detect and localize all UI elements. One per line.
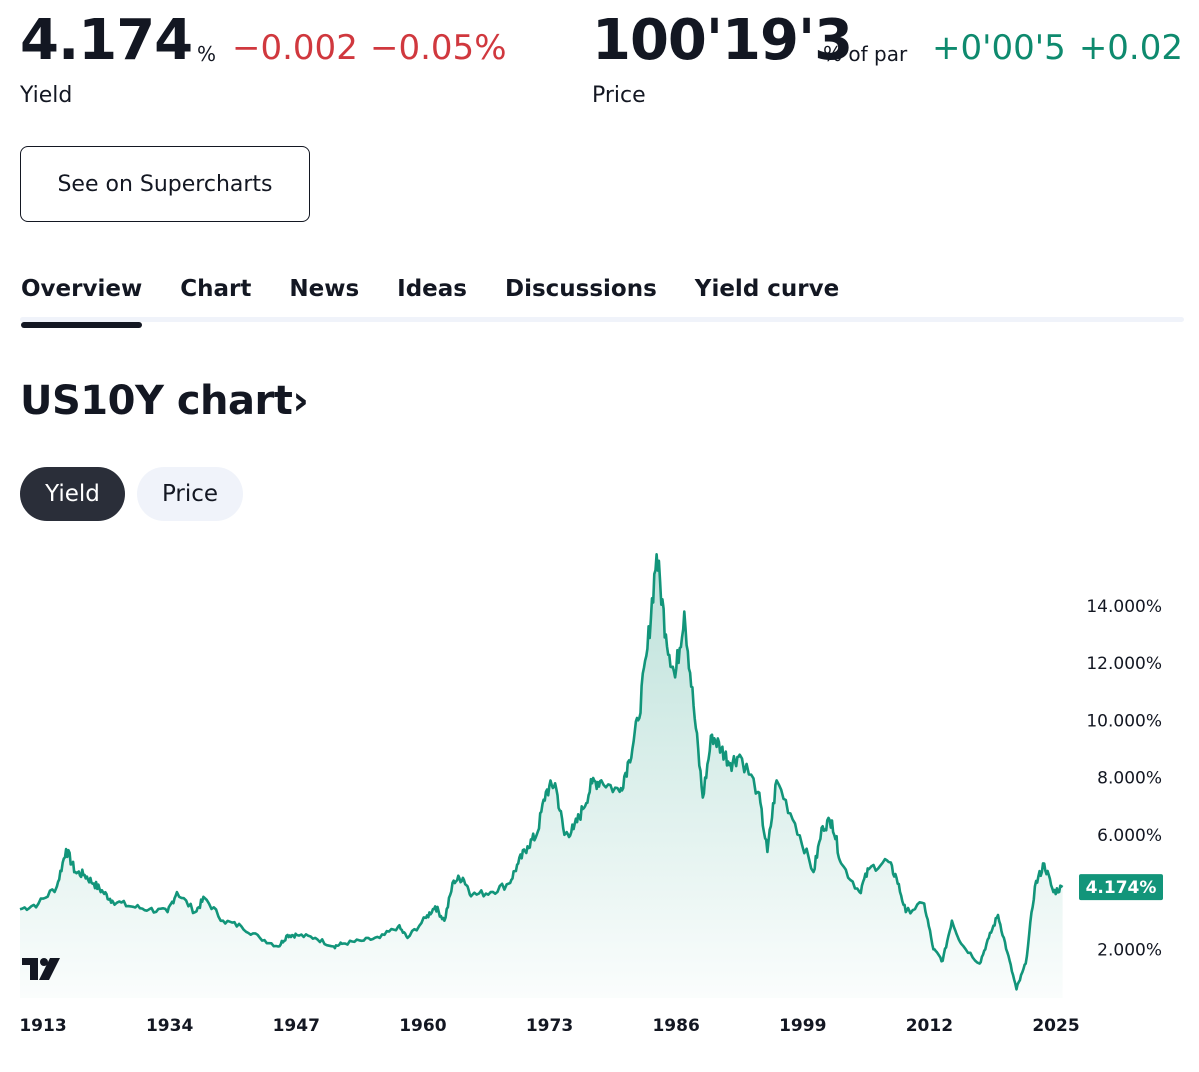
x-tick-label: 1973 <box>526 1016 573 1036</box>
yield-change-percent: −0.05% <box>370 28 507 68</box>
tab-chart[interactable]: Chart <box>180 276 251 302</box>
y-tick-label: 6.000% <box>1097 826 1162 846</box>
last-value-badge-label: 4.174% <box>1086 878 1157 898</box>
yield-change: −0.002 <box>232 28 358 68</box>
tab-news-label: News <box>289 276 360 302</box>
tab-bar: Overview Chart News Ideas Discussions Yi… <box>21 276 839 328</box>
see-on-supercharts-label: See on Supercharts <box>57 171 273 197</box>
last-value-badge <box>1079 874 1163 901</box>
tab-overview[interactable]: Overview <box>21 276 143 328</box>
y-tick-label: 10.000% <box>1086 711 1162 731</box>
tab-chart-label: Chart <box>180 276 252 302</box>
yield-toggle-label: Yield <box>45 481 100 507</box>
price-change-percent: +0.02% <box>1078 31 1184 68</box>
y-tick-label: 2.000% <box>1097 940 1162 960</box>
yield-series-line <box>19 553 1064 991</box>
price-caption: Price <box>592 83 646 108</box>
tab-overview-label: Overview <box>21 276 143 302</box>
price-value: 100'19'3 <box>592 8 853 73</box>
tradingview-logo-icon <box>22 958 60 980</box>
chevron-right-icon: › <box>292 378 309 424</box>
see-on-supercharts-button[interactable]: See on Supercharts <box>20 146 310 222</box>
tab-bar-rule <box>20 317 1184 322</box>
tab-active-indicator <box>21 322 143 328</box>
x-tick-label: 1934 <box>146 1016 193 1036</box>
x-tick-label: 1999 <box>779 1016 826 1036</box>
x-tick-label: 1986 <box>652 1016 699 1036</box>
x-tick-label: 1913 <box>19 1016 66 1036</box>
chart-section-title-link[interactable]: US10Y chart› <box>20 378 309 424</box>
tab-discussions-label: Discussions <box>504 276 657 302</box>
price-toggle-button[interactable]: Price <box>137 467 243 521</box>
y-tick-label: 8.000% <box>1097 769 1162 789</box>
x-tick-label: 1947 <box>273 1016 320 1036</box>
yield-unit: % <box>197 42 217 66</box>
tab-yield-curve-label: Yield curve <box>694 276 840 302</box>
x-tick-label: 1960 <box>399 1016 446 1036</box>
price-change: +0'00'5 <box>932 31 1066 68</box>
price-toggle-label: Price <box>161 481 219 507</box>
tab-discussions[interactable]: Discussions <box>505 276 657 302</box>
tab-news[interactable]: News <box>289 276 359 302</box>
y-tick-label: 14.000% <box>1086 597 1162 617</box>
tab-ideas-label: Ideas <box>397 276 467 302</box>
section-title: US10Y chart <box>20 378 293 424</box>
price-change-clip: +0'00'5 +0.02% <box>932 31 1184 71</box>
tab-yield-curve[interactable]: Yield curve <box>695 276 839 302</box>
x-tick-label: 2012 <box>906 1016 953 1036</box>
yield-toggle-button[interactable]: Yield <box>20 467 125 521</box>
yield-area-fill <box>20 554 1063 998</box>
price-unit: % of par <box>823 42 908 66</box>
x-tick-label: 2025 <box>1032 1016 1079 1036</box>
y-tick-label: 12.000% <box>1086 654 1162 674</box>
tab-ideas[interactable]: Ideas <box>397 276 467 302</box>
yield-value: 4.174 <box>20 8 193 73</box>
yield-chart: 14.000%12.000%10.000%8.000%6.000%2.000% … <box>19 553 1163 1036</box>
yield-caption: Yield <box>20 83 73 108</box>
